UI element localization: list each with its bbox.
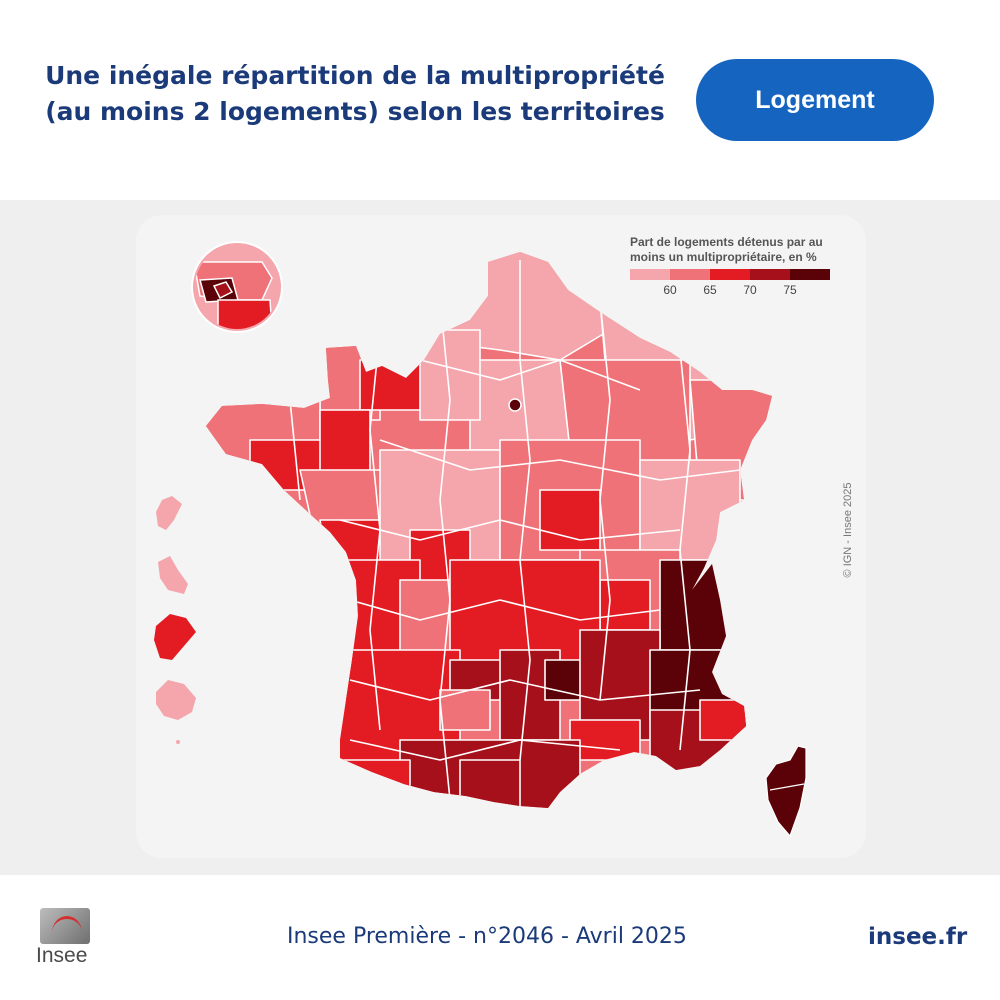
region-normandy-east (419, 329, 481, 421)
insee-logo: Insee (34, 906, 94, 967)
legend-swatch-4 (750, 269, 790, 280)
map-copyright: © IGN - Insee 2025 (842, 482, 854, 578)
legend-swatch-5 (790, 269, 830, 280)
page-title: Une inégale répartition de la multipropr… (20, 58, 690, 130)
legend-color-scale (630, 269, 865, 280)
publication-reference: Insee Première - n°2046 - Avril 2025 (287, 924, 687, 949)
title-line-1: Une inégale répartition de la multipropr… (45, 61, 665, 90)
region-tarn-et-garonne (439, 689, 491, 731)
region-jura-doubs (639, 459, 741, 561)
corsica (765, 745, 807, 838)
insee-logo-mark (40, 908, 90, 944)
region-pyrenees-atlantiques (329, 759, 411, 808)
site-link[interactable]: insee.fr (868, 924, 968, 950)
legend-swatch-1 (630, 269, 670, 280)
legend-title: Part de logements détenus par au moins u… (630, 235, 865, 265)
insee-logo-text: Insee (36, 944, 88, 967)
paris-marker (508, 398, 522, 412)
region-ariege (459, 759, 521, 808)
region-savoie (659, 559, 741, 651)
legend-tick-label: 75 (783, 283, 797, 297)
metropolitan-france (206, 252, 772, 808)
guyane (154, 614, 196, 660)
logement-tag-button[interactable]: Logement (696, 59, 934, 141)
legend-title-line-1: Part de logements détenus par au (630, 235, 823, 249)
legend-title-line-2: moins un multipropriétaire, en % (630, 250, 817, 264)
guadeloupe (156, 496, 182, 530)
legend-swatch-3 (710, 269, 750, 280)
la-reunion (156, 680, 196, 720)
map-legend: Part de logements détenus par au moins u… (630, 235, 865, 299)
legend-tick-label: 70 (743, 283, 757, 297)
paris-inset (191, 241, 283, 333)
legend-swatch-2 (670, 269, 710, 280)
region-nievre (539, 489, 601, 551)
legend-tick-label: 65 (703, 283, 717, 297)
mayotte (176, 740, 180, 744)
overseas-territories (154, 496, 196, 744)
region-maritime-alps (699, 699, 761, 741)
legend-ticks: 60 65 70 75 (630, 283, 865, 299)
martinique (158, 556, 188, 594)
title-line-2: (au moins 2 logements) selon les territo… (45, 97, 665, 126)
legend-tick-label: 60 (663, 283, 677, 297)
